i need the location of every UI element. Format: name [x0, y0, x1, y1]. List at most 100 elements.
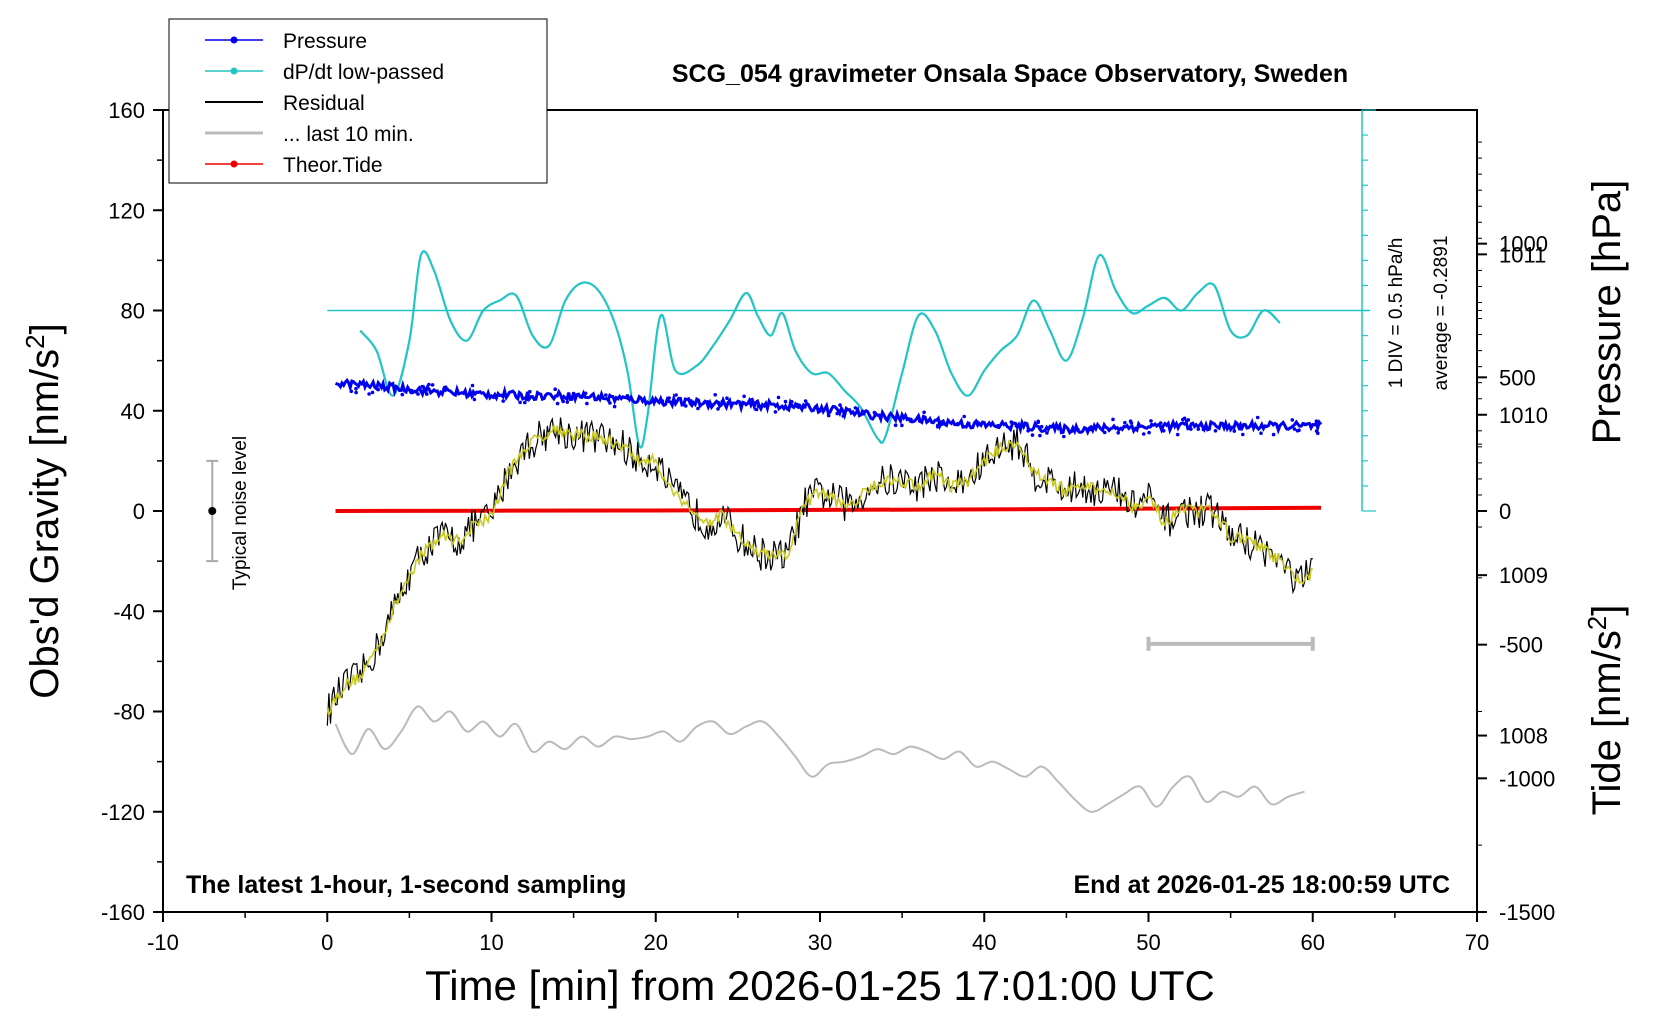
- pressure-point: [1123, 420, 1127, 425]
- pressure-point: [684, 404, 688, 408]
- pressure-point: [376, 387, 381, 392]
- pressure-point: [1045, 431, 1049, 435]
- pressure-point: [1201, 427, 1206, 432]
- pressure-point: [667, 396, 671, 400]
- pressure-point: [742, 394, 746, 399]
- pressure-point: [1181, 417, 1185, 422]
- pressure-point: [716, 407, 720, 411]
- pressure-point: [354, 386, 358, 391]
- series-dpdt-line: [359, 250, 1281, 449]
- pressure-point: [1271, 432, 1276, 437]
- pressure-point: [1018, 423, 1023, 428]
- pressure-point: [367, 392, 371, 396]
- pressure-point: [1036, 419, 1040, 424]
- pressure-point: [710, 403, 715, 407]
- legend-marker-pressure: [230, 36, 238, 44]
- pressure-point: [1038, 433, 1042, 438]
- pressure-point: [1161, 429, 1166, 433]
- pressure-tick-label: 1008: [1499, 724, 1548, 749]
- pressure-point: [528, 389, 532, 394]
- pressure-point: [1009, 420, 1014, 424]
- pressure-point: [565, 400, 570, 404]
- pressure-point: [674, 393, 678, 397]
- pressure-point: [625, 394, 630, 398]
- pressure-point: [425, 392, 429, 396]
- ticks-layer: -10 0 10 20 30 40 50 60 70 160 120 80 40 0 -40 -80 -120 -…: [101, 98, 1555, 955]
- pressure-point: [1263, 424, 1268, 429]
- pressure-point: [790, 400, 794, 404]
- pressure-point: [853, 406, 858, 410]
- pressure-point: [900, 423, 904, 428]
- series-layer: [326, 250, 1323, 813]
- pressure-point: [604, 393, 608, 397]
- pressure-point: [583, 391, 588, 396]
- x-tick-label: 50: [1136, 930, 1160, 955]
- x-tick-label: 70: [1465, 930, 1489, 955]
- pressure-point: [975, 420, 979, 424]
- pressure-point: [1128, 419, 1133, 424]
- pressure-point: [409, 388, 414, 393]
- pressure-point: [967, 421, 971, 426]
- pressure-point: [841, 414, 846, 418]
- pressure-point: [1241, 432, 1245, 437]
- pressure-point: [492, 395, 497, 399]
- pressure-point: [561, 399, 565, 404]
- pressure-point: [1314, 419, 1319, 424]
- y-axis-label-main: Obs'd Gravity [nm/s: [23, 349, 67, 699]
- tide-tick-label: -1500: [1499, 900, 1555, 925]
- pressure-point: [962, 414, 966, 419]
- legend-marker-tide: [230, 160, 238, 168]
- pressure-point: [660, 399, 665, 403]
- pressure-point: [936, 423, 940, 428]
- pressure-point: [691, 401, 695, 406]
- pressure-point: [1297, 428, 1301, 433]
- pressure-axis-label: Pressure [hPa]: [1585, 180, 1629, 445]
- annotations-layer: [206, 109, 1377, 651]
- pressure-point: [713, 393, 717, 397]
- pressure-point: [427, 382, 431, 387]
- pressure-point: [1030, 433, 1035, 437]
- pressure-point: [816, 407, 821, 412]
- pressure-point: [470, 383, 475, 388]
- pressure-point: [488, 394, 493, 399]
- pressure-point: [880, 412, 885, 417]
- x-tick-label: 30: [808, 930, 832, 955]
- pressure-point: [1255, 415, 1260, 420]
- pressure-point: [470, 394, 475, 399]
- pressure-point: [783, 399, 788, 404]
- pressure-point: [573, 395, 577, 399]
- pressure-point: [1062, 434, 1066, 439]
- y-axis-label: Obs'd Gravity [nm/s2]: [20, 323, 67, 699]
- pressure-point: [1189, 427, 1193, 431]
- pressure-point: [1039, 424, 1044, 429]
- x-tick-label: 60: [1301, 930, 1325, 955]
- y-tick-label: -40: [113, 599, 145, 624]
- pressure-tick-label: 1010: [1499, 403, 1548, 428]
- pressure-point: [1238, 426, 1243, 431]
- pressure-point: [606, 398, 611, 403]
- pressure-point: [1314, 429, 1319, 433]
- y-tick-label: 160: [108, 98, 145, 123]
- noise-label: Typical noise level: [230, 436, 251, 590]
- pressure-point: [955, 422, 960, 426]
- series-residual-line: [326, 416, 1313, 726]
- pressure-point: [612, 404, 617, 409]
- pressure-point: [349, 389, 354, 394]
- y-axis-label-sup: 2: [20, 334, 50, 348]
- pressure-point: [916, 415, 920, 419]
- pressure-point: [773, 410, 778, 414]
- pressure-point: [1014, 424, 1019, 428]
- pressure-point: [1213, 429, 1218, 433]
- x-axis-label: Time [min] from 2026-01-25 17:01:00 UTC: [425, 962, 1215, 1009]
- pressure-point: [1175, 432, 1180, 437]
- legend-marker-dpdt: [230, 67, 238, 75]
- subtitle-right: End at 2026-01-25 18:00:59 UTC: [1073, 871, 1450, 899]
- pressure-point: [1141, 432, 1146, 436]
- pressure-point: [754, 407, 759, 412]
- pressure-point: [443, 385, 448, 390]
- pressure-point: [797, 403, 802, 408]
- pressure-point: [425, 386, 429, 391]
- pressure-point: [893, 423, 898, 428]
- pressure-point: [1111, 417, 1115, 422]
- legend: Pressure dP/dt low-passed Residual ... l…: [168, 18, 548, 184]
